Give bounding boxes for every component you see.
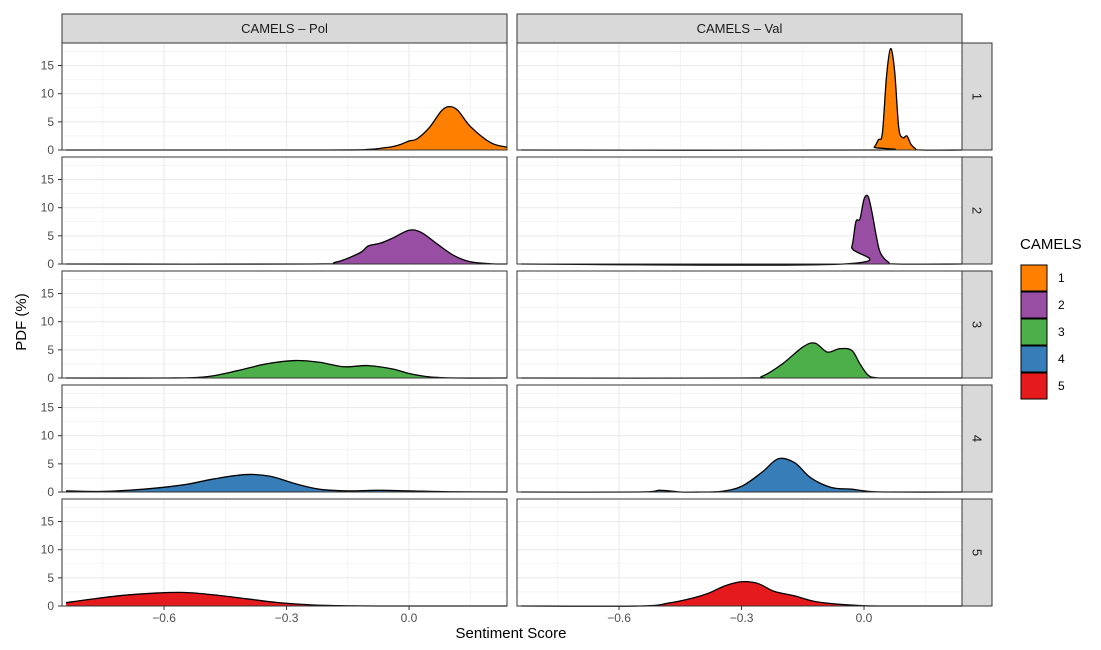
row-strip: [961, 384, 993, 493]
x-tick-label: −0.6: [152, 611, 176, 625]
panel-background: [62, 385, 507, 492]
column-strip: [61, 13, 508, 44]
y-tick-label: 0: [47, 257, 54, 271]
y-tick-label: 10: [41, 315, 55, 329]
panel-background: [62, 499, 507, 606]
panel-pol-5: [61, 498, 508, 607]
strip-group: 1 2 3 4 5 CAMELS – Pol CAMELS – Val: [61, 13, 993, 607]
row-strip: [961, 156, 993, 265]
row-strip-label: 4: [970, 435, 985, 442]
density-area-1-pol: [66, 106, 507, 151]
row-strip: [961, 498, 993, 607]
panel-val-2: [516, 156, 963, 266]
panel-val-1: [516, 42, 963, 151]
panel-background: [62, 271, 507, 378]
x-tick-label: −0.3: [730, 611, 754, 625]
legend-key: [1020, 291, 1048, 319]
density-area-2-pol: [66, 229, 507, 265]
density-line-4-val: [521, 457, 963, 493]
panel-pol-2: [61, 156, 508, 265]
x-tick-label: −0.3: [275, 611, 299, 625]
column-strip-label: CAMELS – Val: [697, 21, 783, 36]
legend-label: 3: [1058, 325, 1065, 339]
legend-item-4: 4: [1020, 345, 1065, 373]
legend-label: 5: [1058, 379, 1065, 393]
y-tick-label: 5: [47, 571, 54, 585]
legend-label: 4: [1058, 352, 1065, 366]
y-tick-label: 15: [41, 515, 55, 529]
row-strip-label: 3: [970, 321, 985, 328]
row-strip: [961, 270, 993, 379]
legend-label: 2: [1058, 298, 1065, 312]
y-tick-label: 15: [41, 287, 55, 301]
panel-val-3: [516, 270, 963, 379]
density-line-2-val: [521, 194, 963, 266]
legend-item-2: 2: [1020, 291, 1065, 319]
legend-title: CAMELS: [1020, 236, 1082, 253]
legend-key: [1020, 264, 1048, 292]
panel-border: [61, 270, 508, 379]
x-axis-title: Sentiment Score: [456, 625, 567, 642]
density-line-1-val: [521, 47, 963, 151]
panel-border: [61, 384, 508, 493]
row-strip-label: 1: [970, 93, 985, 100]
y-tick-label: 15: [41, 401, 55, 415]
y-tick-label: 5: [47, 457, 54, 471]
y-tick-label: 0: [47, 485, 54, 499]
axis-group: 0 5 10 15 0 5 10 15 0 5 10 15 0 5 10 15 0 5 10 15 −0.6 −0.3 0.…: [41, 59, 873, 625]
panel-background: [517, 385, 962, 492]
y-tick-label: 10: [41, 429, 55, 443]
legend-item-1: 1: [1020, 264, 1065, 292]
density-line-5-val: [521, 581, 963, 607]
y-tick-label: 10: [41, 543, 55, 557]
panel-border: [61, 156, 508, 265]
density-area-5-val: [521, 581, 962, 607]
panel-group: [61, 42, 963, 607]
density-area-4-pol: [66, 474, 507, 492]
legend: CAMELS 1 2 3 4 5: [1020, 236, 1082, 400]
panel-val-5: [516, 498, 963, 607]
row-strip: [961, 42, 993, 151]
legend-label: 1: [1058, 271, 1065, 285]
row-strip-label: 2: [970, 207, 985, 214]
x-tick-label: −0.6: [607, 611, 631, 625]
density-area-5-pol: [66, 592, 507, 607]
legend-key: [1020, 345, 1048, 373]
column-strip: [516, 13, 963, 44]
y-tick-label: 5: [47, 343, 54, 357]
y-tick-label: 0: [47, 143, 54, 157]
y-axis-title: PDF (%): [13, 293, 30, 351]
legend-key: [1020, 372, 1048, 400]
legend-item-5: 5: [1020, 372, 1065, 400]
legend-item-3: 3: [1020, 318, 1065, 346]
y-tick-label: 0: [47, 599, 54, 613]
panel-val-4: [516, 384, 963, 493]
density-area-3-val: [521, 342, 962, 379]
y-tick-label: 15: [41, 59, 55, 73]
x-tick-label: 0.0: [401, 611, 418, 625]
y-tick-label: 0: [47, 371, 54, 385]
row-strip-label: 5: [970, 549, 985, 556]
panel-pol-1: [61, 42, 508, 151]
panel-border: [61, 498, 508, 607]
density-line-3-pol: [66, 359, 508, 379]
column-strip-label: CAMELS – Pol: [241, 21, 328, 36]
y-tick-label: 10: [41, 201, 55, 215]
panel-pol-4: [61, 384, 508, 493]
y-tick-label: 15: [41, 173, 55, 187]
panel-background: [517, 271, 962, 378]
x-tick-label: 0.0: [856, 611, 873, 625]
density-area-3-pol: [66, 360, 507, 379]
legend-key: [1020, 318, 1048, 346]
y-tick-label: 10: [41, 87, 55, 101]
y-tick-label: 5: [47, 115, 54, 129]
y-tick-label: 5: [47, 229, 54, 243]
density-line-4-pol: [66, 473, 508, 493]
panel-background: [517, 157, 962, 264]
panel-pol-3: [61, 270, 508, 379]
